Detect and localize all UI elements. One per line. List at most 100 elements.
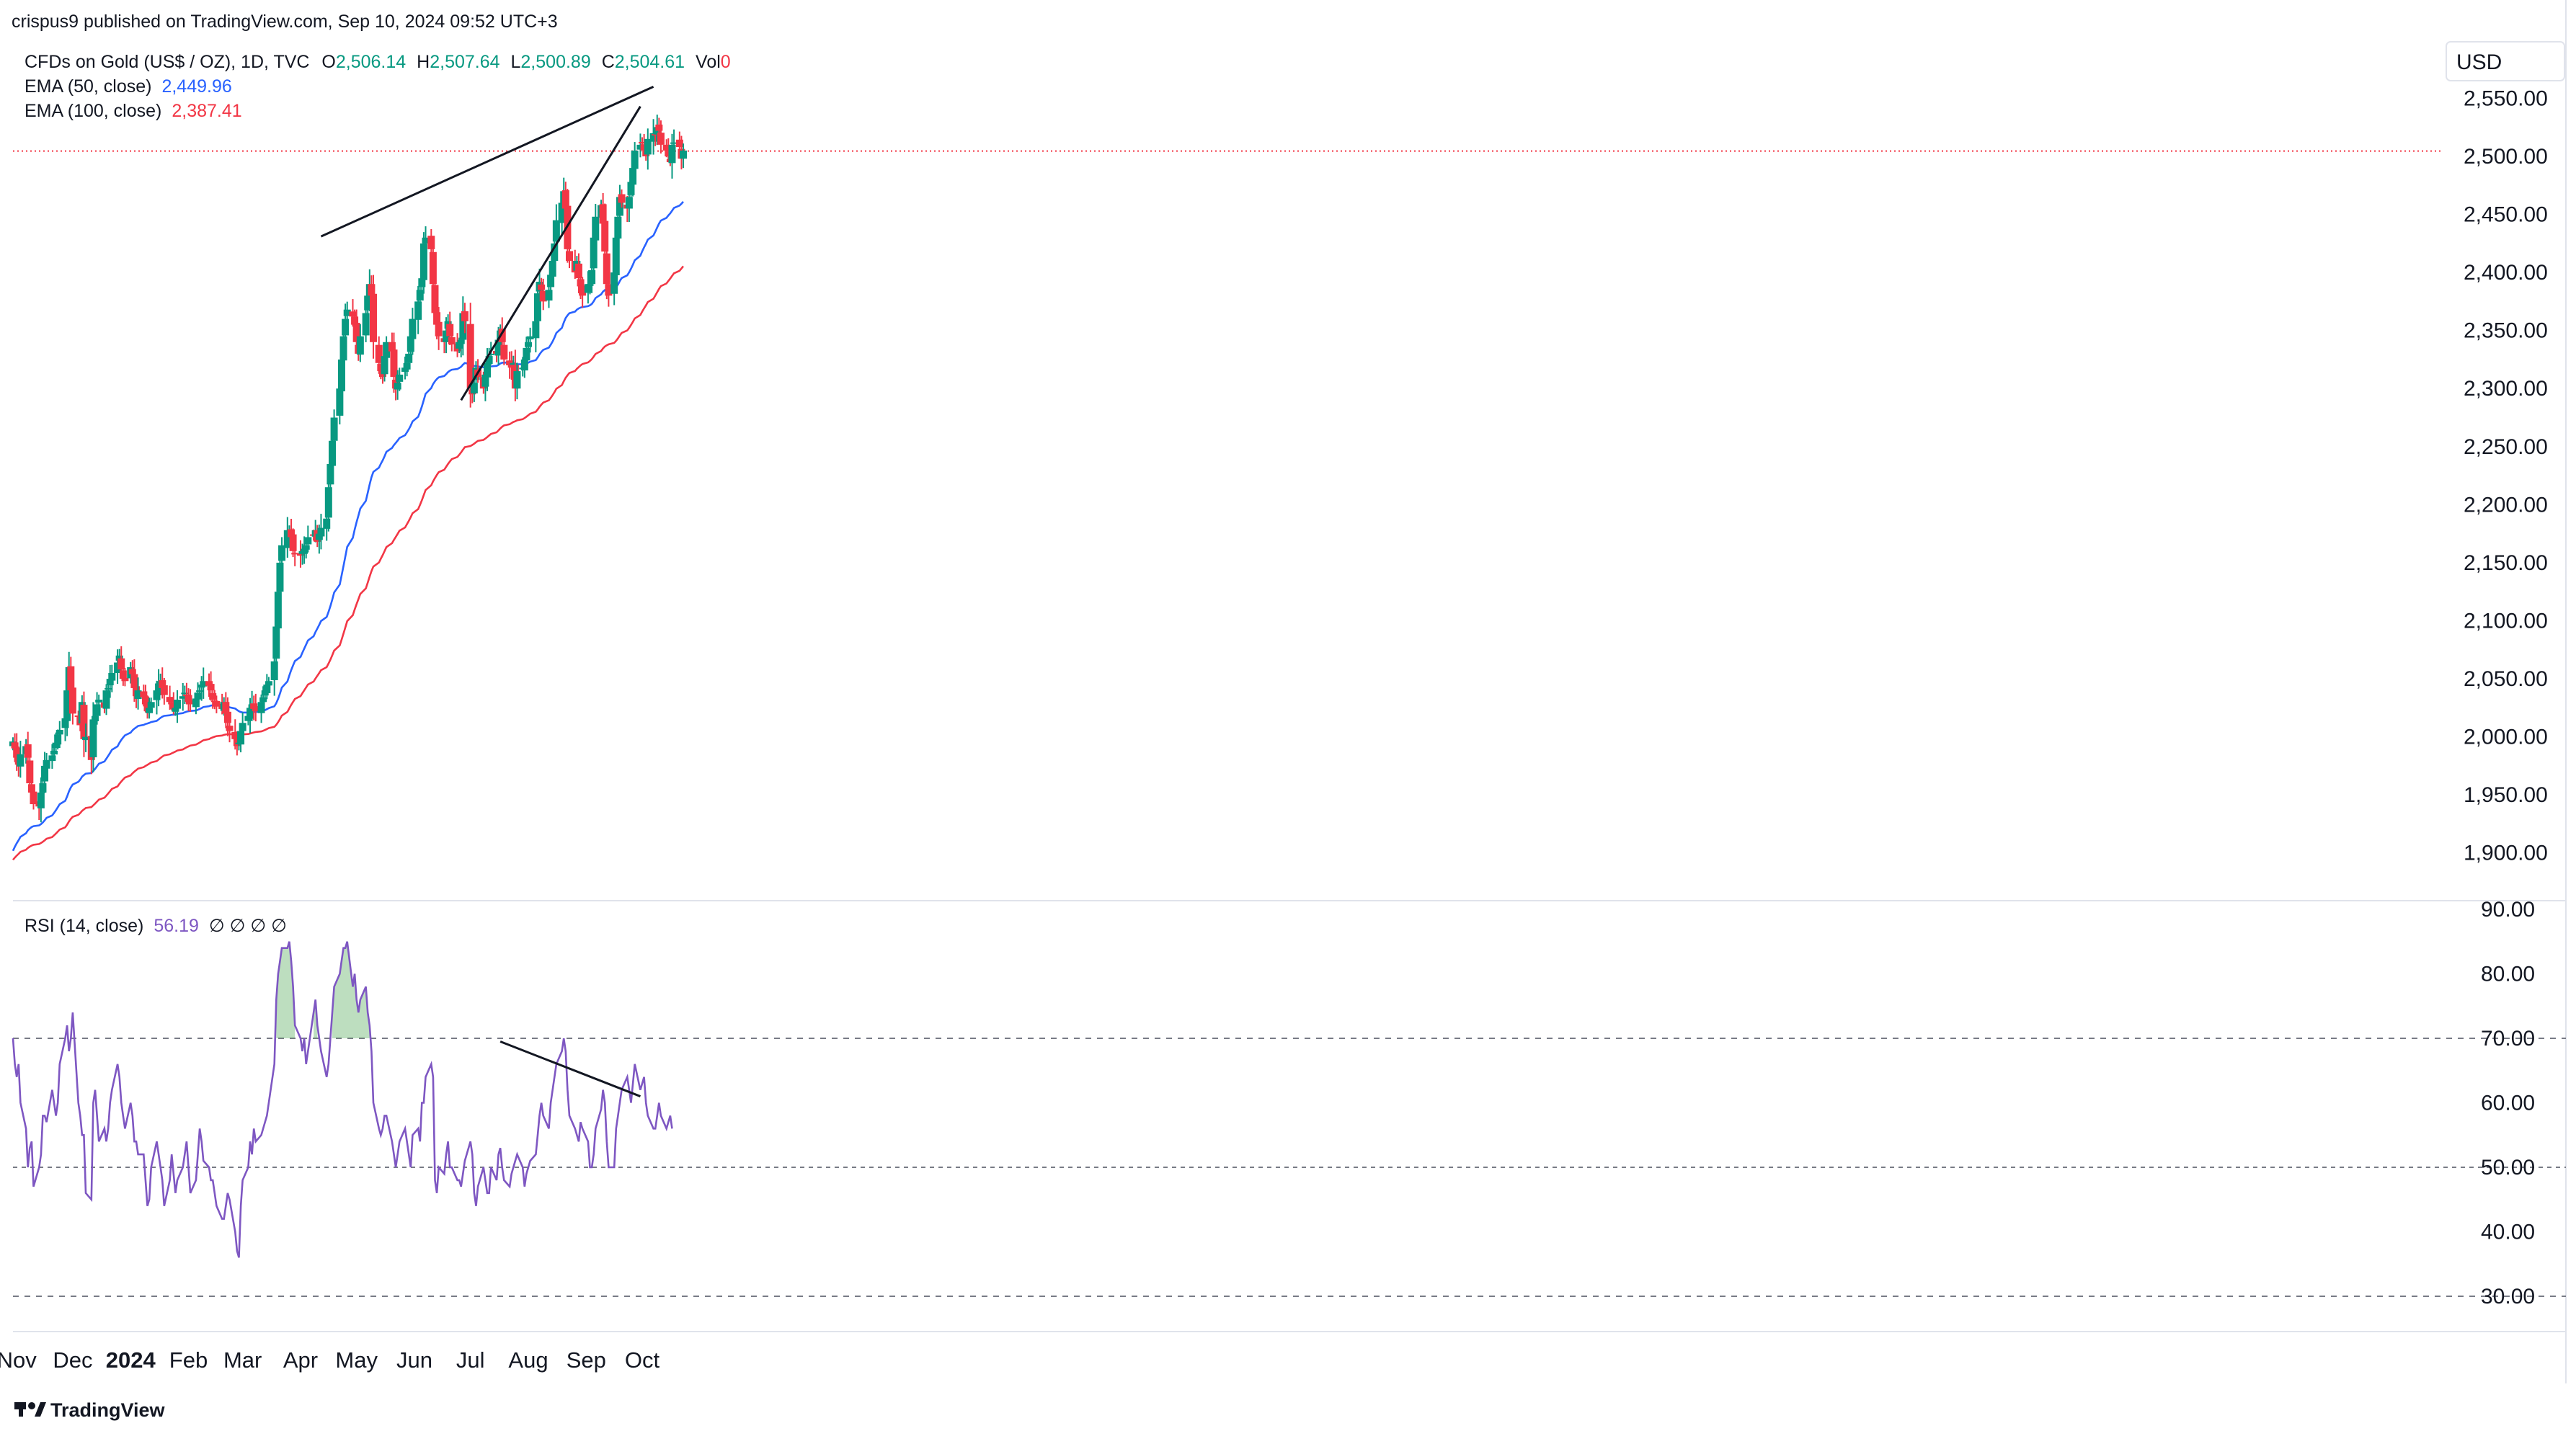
candle-body xyxy=(205,681,213,686)
candle-body xyxy=(435,321,443,336)
candle-body xyxy=(526,336,534,339)
rsi-tick-label: 70.00 xyxy=(2481,1027,2535,1051)
candle-body xyxy=(289,534,297,551)
candle-body xyxy=(558,202,566,223)
candle-body xyxy=(548,261,556,277)
tradingview-logo-icon xyxy=(14,1402,46,1417)
candle-body xyxy=(510,362,518,365)
rsi-tick-label: 80.00 xyxy=(2481,963,2535,986)
low-value: 2,500.89 xyxy=(520,52,590,72)
time-tick-label: Feb xyxy=(169,1347,208,1373)
candle-body xyxy=(43,759,50,769)
candle-body xyxy=(498,329,506,342)
price-tick-label: 2,000.00 xyxy=(2464,726,2548,749)
candle-body xyxy=(577,279,585,287)
price-tick-label: 2,200.00 xyxy=(2464,493,2548,517)
candle-body xyxy=(102,690,110,709)
price-tick-label: 2,250.00 xyxy=(2464,435,2548,459)
low-label: L xyxy=(511,52,521,72)
candle-body xyxy=(565,251,573,262)
candle-body xyxy=(194,692,202,700)
price-axis: 1,900.00 1,950.00 2,000.00 2,050.00 2,100.00… xyxy=(2464,86,2548,865)
price-tick-label: 2,350.00 xyxy=(2464,319,2548,343)
candle-body xyxy=(590,237,598,269)
brand-label: TradingView xyxy=(50,1399,166,1421)
candle-body xyxy=(362,313,370,336)
candle-body xyxy=(55,729,63,735)
candle-body xyxy=(26,760,34,784)
candle-body xyxy=(579,285,587,296)
candle-body xyxy=(500,344,508,360)
vol-label: Vol xyxy=(696,52,721,72)
candle-body xyxy=(181,692,189,695)
candle-body xyxy=(134,690,142,700)
candle-body xyxy=(54,734,62,745)
candle-body xyxy=(141,696,149,705)
candle-body xyxy=(169,702,177,709)
candle-body xyxy=(368,284,376,296)
candle-body xyxy=(448,337,456,345)
candle-body xyxy=(629,168,637,185)
candle-body xyxy=(675,139,683,148)
candle-body xyxy=(375,344,383,363)
time-tick-label: Aug xyxy=(508,1347,548,1373)
candle-body xyxy=(63,690,71,721)
candle-body xyxy=(636,144,644,150)
candle-body xyxy=(130,674,138,688)
candle-body xyxy=(61,718,69,728)
candle-body xyxy=(625,197,633,209)
candle-body xyxy=(39,783,47,793)
candle-body xyxy=(601,220,609,252)
open-value: 2,506.14 xyxy=(336,52,406,72)
currency-button[interactable] xyxy=(2446,41,2565,81)
candle-body xyxy=(574,263,582,279)
candle-body xyxy=(485,356,493,365)
candle-body xyxy=(545,290,553,301)
candle-body xyxy=(616,197,623,216)
candle-body xyxy=(481,374,489,387)
candle-body xyxy=(317,527,325,537)
candle-body xyxy=(419,243,427,280)
currency-label: USD xyxy=(2456,50,2502,74)
candle-body xyxy=(618,194,626,203)
candle-body xyxy=(304,537,312,545)
candle-body xyxy=(494,339,502,356)
candle-body xyxy=(342,318,350,336)
rsi-label: RSI (14, close) xyxy=(25,916,143,936)
candle-body xyxy=(649,133,657,142)
candle-body xyxy=(166,697,174,703)
rsi-axis: 30.00 40.00 50.00 60.00 70.00 80.00 90.00 xyxy=(13,898,2566,1309)
candle-body xyxy=(680,150,688,159)
candle-body xyxy=(143,701,151,712)
candle-body xyxy=(388,342,396,352)
candle-body xyxy=(584,284,592,293)
candle-body xyxy=(390,349,398,378)
candle-body xyxy=(461,311,468,321)
ema50-label: EMA (50, close) xyxy=(25,76,151,97)
candle-body xyxy=(552,220,560,242)
candle-body xyxy=(146,708,154,713)
price-tick-label: 2,050.00 xyxy=(2464,667,2548,691)
candle-body xyxy=(52,742,60,749)
candle-body xyxy=(655,124,663,131)
candle-body xyxy=(155,683,163,694)
candle-body xyxy=(265,681,272,686)
candle-body xyxy=(222,702,230,714)
time-tick-label: Mar xyxy=(223,1347,262,1373)
candle-body xyxy=(119,670,127,679)
candle-body xyxy=(665,148,672,156)
candle-body xyxy=(409,318,417,339)
candle-body xyxy=(89,719,97,757)
candle-body xyxy=(117,658,125,670)
candle-body xyxy=(614,216,622,239)
candle-body xyxy=(612,237,620,275)
candle-body xyxy=(422,237,430,244)
candle-body xyxy=(627,182,635,195)
candle-body xyxy=(50,750,58,755)
rsi-path xyxy=(12,941,673,1258)
time-tick-label: Nov xyxy=(0,1347,37,1373)
candle-body xyxy=(68,687,76,714)
candle-body xyxy=(283,530,291,548)
rsi-line xyxy=(12,941,673,1258)
